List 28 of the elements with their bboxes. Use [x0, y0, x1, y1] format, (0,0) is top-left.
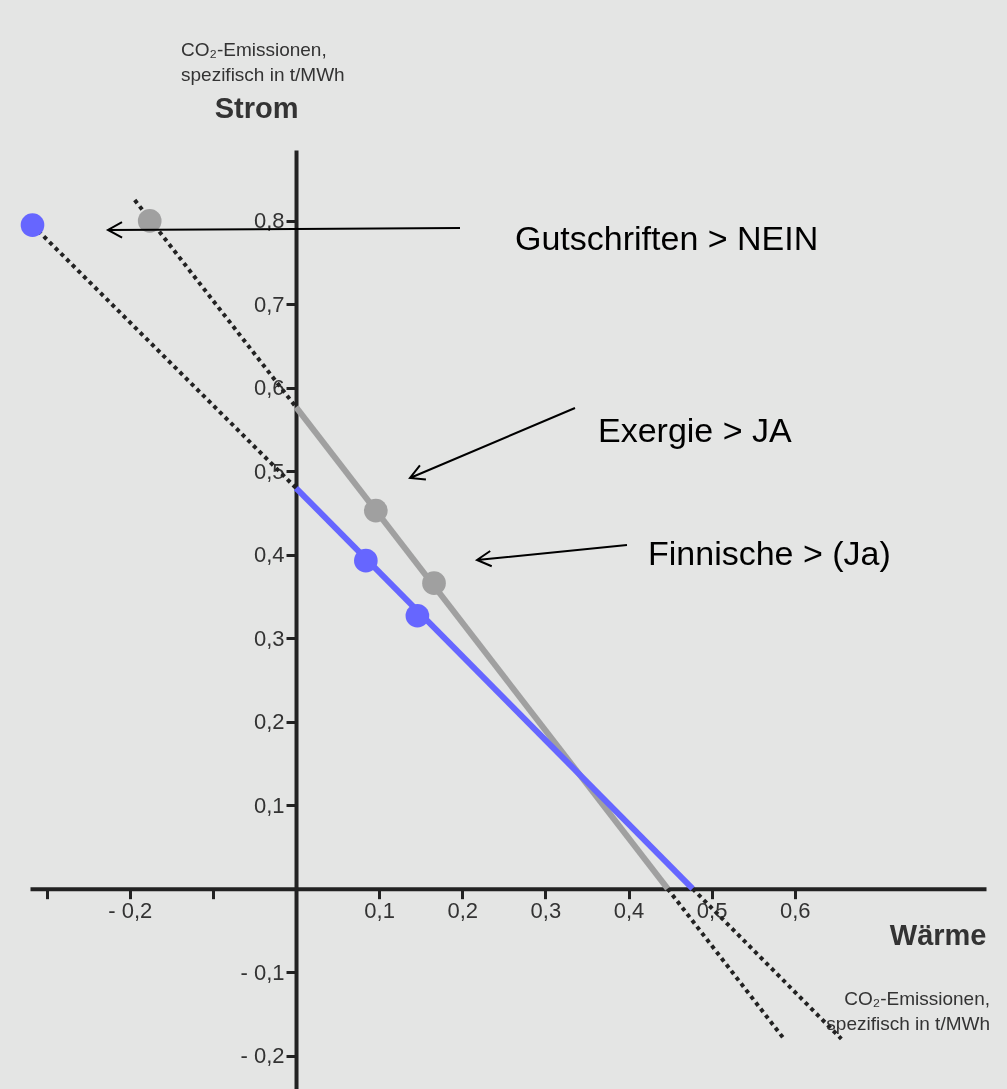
y-tick-label: 0,6 — [253, 375, 285, 401]
y-tick-label: 0,3 — [253, 625, 285, 651]
text: CO₂-Emissionen, spezifisch in t/MWh — [181, 39, 345, 85]
x-tick-label: 0,4 — [613, 898, 645, 924]
y-tick-label: 0,2 — [253, 709, 285, 735]
x-tick-label: 0,1 — [364, 898, 395, 924]
annotation: Exergie > JA — [598, 411, 793, 449]
annotation: Gutschriften > NEIN — [515, 219, 819, 257]
x-tick-label: - 0,2 — [108, 898, 153, 924]
y-tick-label: - 0,1 — [240, 959, 285, 985]
point — [20, 213, 45, 237]
y-axis-title: Strom — [214, 91, 299, 124]
point — [137, 209, 162, 233]
y-tick-label: 0,1 — [253, 792, 285, 818]
x-tick-label: 0,3 — [530, 898, 562, 924]
x-tick-label: 0,6 — [780, 898, 811, 924]
y-tick-label: 0,8 — [253, 208, 285, 234]
point — [363, 498, 388, 523]
annotation: CO₂-Emissionen, spezifisch in t/MWh — [826, 987, 990, 1034]
y-tick-label: - 0,2 — [240, 1043, 285, 1069]
x-tick-label: 0,2 — [447, 898, 479, 924]
point — [422, 571, 446, 595]
y-tick-label: 0,7 — [253, 291, 285, 317]
y-tick-label: 0,4 — [253, 542, 285, 568]
point — [354, 548, 378, 573]
annotation: Finnische > (Ja) — [648, 534, 891, 572]
x-axis-title: Wärme — [889, 919, 987, 952]
point — [405, 603, 430, 628]
